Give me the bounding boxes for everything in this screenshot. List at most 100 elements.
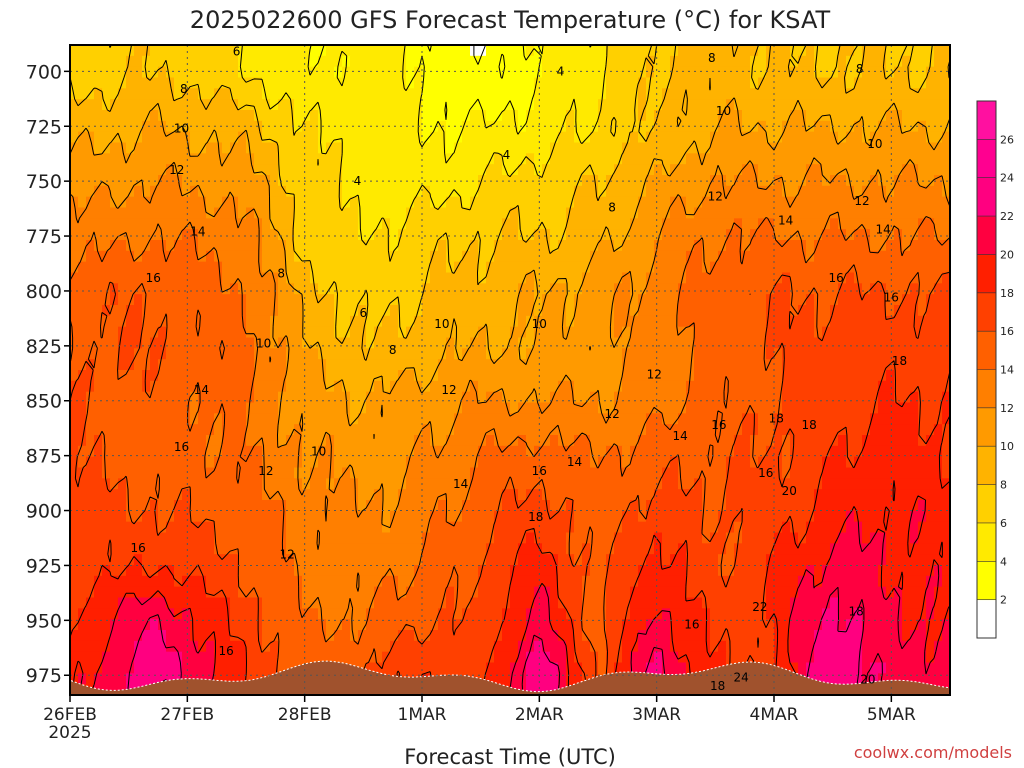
field-cell	[822, 413, 831, 425]
field-cell	[110, 175, 119, 187]
field-cell	[606, 261, 615, 274]
field-cell	[94, 110, 103, 122]
field-cell	[870, 207, 879, 219]
field-cell	[230, 500, 239, 512]
field-cell	[734, 77, 743, 89]
field-cell	[446, 110, 455, 122]
field-cell	[382, 326, 391, 339]
field-cell	[718, 402, 727, 414]
field-cell	[486, 250, 495, 263]
field-cell	[654, 359, 663, 371]
field-cell	[542, 445, 551, 458]
field-cell	[862, 456, 871, 469]
field-cell	[334, 467, 343, 479]
field-cell	[94, 305, 103, 317]
field-cell	[854, 391, 863, 404]
field-cell	[934, 445, 943, 458]
field-cell	[694, 88, 703, 100]
field-cell	[374, 77, 383, 89]
field-cell	[414, 99, 423, 111]
field-cell	[454, 250, 463, 263]
field-cell	[662, 445, 671, 458]
field-cell	[630, 164, 639, 176]
field-cell	[734, 337, 743, 349]
field-cell	[750, 478, 759, 490]
field-cell	[86, 110, 95, 122]
field-cell	[910, 164, 919, 176]
field-cell	[726, 456, 735, 469]
field-cell	[454, 348, 463, 360]
field-cell	[366, 164, 375, 176]
field-cell	[142, 456, 151, 469]
field-cell	[374, 88, 383, 100]
field-cell	[894, 500, 903, 512]
field-cell	[254, 370, 263, 382]
field-cell	[262, 153, 271, 165]
field-cell	[774, 294, 783, 306]
field-cell	[94, 142, 103, 154]
field-cell	[358, 478, 367, 490]
field-cell	[486, 55, 495, 68]
field-cell	[590, 66, 599, 79]
field-cell	[910, 153, 919, 165]
field-cell	[606, 131, 615, 144]
field-cell	[798, 445, 807, 458]
field-cell	[422, 359, 431, 371]
field-cell	[862, 521, 871, 534]
field-cell	[718, 218, 727, 230]
field-cell	[638, 413, 647, 425]
field-cell	[590, 305, 599, 317]
field-cell	[638, 489, 647, 501]
field-cell	[422, 370, 431, 382]
field-cell	[654, 435, 663, 447]
field-cell	[598, 196, 607, 209]
field-cell	[174, 207, 183, 219]
field-cell	[606, 489, 615, 501]
field-cell	[518, 196, 527, 209]
field-cell	[534, 77, 543, 89]
field-cell	[838, 445, 847, 458]
field-cell	[86, 359, 95, 371]
field-cell	[614, 120, 623, 133]
field-cell	[158, 500, 167, 512]
field-cell	[86, 218, 95, 230]
field-cell	[790, 77, 799, 89]
field-cell	[510, 207, 519, 219]
field-cell	[646, 326, 655, 339]
field-cell	[342, 315, 351, 328]
field-cell	[550, 315, 559, 328]
field-cell	[454, 261, 463, 274]
field-cell	[182, 283, 191, 295]
field-cell	[510, 326, 519, 339]
field-cell	[798, 391, 807, 404]
field-cell	[590, 380, 599, 393]
field-cell	[886, 153, 895, 165]
field-cell	[902, 391, 911, 404]
field-cell	[86, 66, 95, 79]
field-cell	[918, 326, 927, 339]
field-cell	[358, 521, 367, 534]
field-cell	[382, 88, 391, 100]
field-cell	[310, 424, 319, 436]
field-cell	[166, 196, 175, 209]
field-cell	[94, 294, 103, 306]
field-cell	[118, 380, 127, 393]
field-cell	[150, 218, 159, 230]
field-cell	[78, 185, 87, 198]
field-cell	[326, 391, 335, 404]
field-cell	[878, 521, 887, 534]
field-cell	[622, 510, 631, 523]
field-cell	[878, 250, 887, 263]
field-cell	[430, 240, 439, 252]
field-cell	[406, 532, 415, 544]
field-cell	[606, 45, 615, 57]
field-cell	[238, 88, 247, 100]
field-cell	[494, 435, 503, 447]
field-cell	[518, 294, 527, 306]
field-cell	[110, 478, 119, 490]
field-cell	[182, 153, 191, 165]
field-cell	[670, 424, 679, 436]
field-cell	[94, 153, 103, 165]
field-cell	[366, 305, 375, 317]
field-cell	[846, 283, 855, 295]
